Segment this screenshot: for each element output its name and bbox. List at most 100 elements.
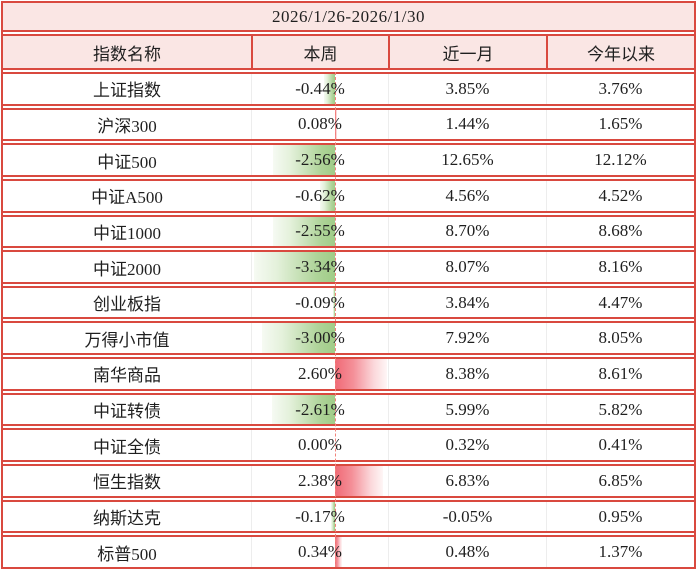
ytd-cell: 8.16% — [546, 252, 694, 282]
month-cell: 7.92% — [388, 323, 546, 354]
month-cell: 6.83% — [388, 466, 546, 496]
table-row: 中证A500 -0.62% 4.56% 4.52% — [3, 178, 694, 213]
week-bar-negative — [332, 287, 335, 318]
ytd-cell: 1.37% — [546, 537, 694, 567]
week-bar-positive — [335, 359, 387, 389]
week-bar-negative — [330, 501, 335, 532]
ytd-cell: 5.82% — [546, 394, 694, 425]
table-row: 创业板指 -0.09% 3.84% 4.47% — [3, 285, 694, 320]
index-name-cell: 纳斯达克 — [93, 509, 161, 528]
index-name-cell: 标普500 — [97, 544, 157, 564]
week-bar-positive — [335, 537, 342, 567]
table-row: 中证全债 0.00% 0.32% 0.41% — [3, 428, 694, 463]
ytd-cell: 8.68% — [546, 216, 694, 247]
ytd-cell: 8.05% — [546, 323, 694, 354]
index-name-cell: 中证2000 — [93, 259, 161, 279]
week-value-text: 2.38% — [298, 470, 342, 490]
week-value-text: -3.00% — [295, 328, 345, 348]
week-value-text: 0.08% — [298, 114, 342, 134]
week-bar-positive — [335, 466, 383, 496]
table-row: 上证指数 -0.44% 3.85% 3.76% — [3, 72, 694, 106]
index-name-cell: 上证指数 — [93, 81, 161, 101]
month-cell: 8.38% — [388, 359, 546, 389]
ytd-cell: 0.95% — [546, 501, 694, 532]
ytd-cell: 12.12% — [546, 145, 694, 175]
index-name-cell: 中证500 — [97, 152, 157, 172]
index-name-cell: 中证转债 — [93, 402, 161, 422]
week-bar-negative — [254, 252, 335, 282]
week-bar-negative — [271, 394, 335, 425]
date-range-text: 2026/1/26-2026/1/30 — [271, 6, 426, 26]
index-name-cell: 沪深300 — [97, 116, 157, 136]
week-value-text: -0.17% — [295, 506, 345, 526]
column-header-row: 指数名称 本周 近一月 今年以来 — [3, 34, 694, 70]
week-value-text: 2.60% — [298, 363, 342, 383]
week-value-text: 0.34% — [298, 542, 342, 562]
index-name-cell: 万得小市值 — [84, 330, 170, 350]
week-cell: 2.60% — [251, 359, 388, 389]
week-bar-negative — [262, 323, 335, 354]
week-value-text: -2.55% — [295, 221, 345, 241]
week-cell: -2.56% — [251, 145, 388, 175]
week-cell: -3.34% — [251, 252, 388, 282]
index-name-cell: 创业板指 — [93, 295, 161, 315]
table-row: 标普500 0.34% 0.48% 1.37% — [3, 535, 694, 569]
month-cell: 3.85% — [388, 74, 546, 104]
month-cell: 1.44% — [388, 109, 546, 140]
table-row: 万得小市值 -3.00% 7.92% 8.05% — [3, 321, 694, 356]
week-cell: -0.09% — [251, 287, 388, 318]
week-value-text: -0.09% — [295, 292, 345, 312]
table-row: 中证1000 -2.55% 8.70% 8.68% — [3, 214, 694, 249]
week-value-text: -0.62% — [295, 185, 345, 205]
ytd-cell: 3.76% — [546, 74, 694, 104]
week-cell: -3.00% — [251, 323, 388, 354]
week-cell: -2.55% — [251, 216, 388, 247]
week-value-text: -2.61% — [295, 399, 345, 419]
week-bar-negative — [319, 180, 335, 211]
table-row: 中证500 -2.56% 12.65% 12.12% — [3, 143, 694, 177]
index-name-cell: 中证1000 — [93, 223, 161, 243]
month-cell: 8.07% — [388, 252, 546, 282]
column-header-this-week: 本周 — [251, 36, 388, 68]
table-row: 中证2000 -3.34% 8.07% 8.16% — [3, 250, 694, 284]
column-header-ytd: 今年以来 — [546, 36, 694, 68]
ytd-cell: 1.65% — [546, 109, 694, 140]
ytd-cell: 6.85% — [546, 466, 694, 496]
index-name-cell: 中证A500 — [91, 188, 163, 208]
week-cell: -0.17% — [251, 501, 388, 532]
week-bar-negative — [272, 145, 335, 175]
ytd-cell: 0.41% — [546, 430, 694, 461]
week-cell: -2.61% — [251, 394, 388, 425]
table-row: 南华商品 2.60% 8.38% 8.61% — [3, 357, 694, 391]
index-name-cell: 南华商品 — [93, 366, 161, 386]
index-name-cell: 中证全债 — [93, 437, 161, 457]
month-cell: -0.05% — [388, 501, 546, 532]
week-cell: -0.44% — [251, 74, 388, 104]
week-value-text: 0.00% — [298, 435, 342, 455]
column-header-one-month: 近一月 — [388, 36, 546, 68]
table-row: 中证转债 -2.61% 5.99% 5.82% — [3, 392, 694, 427]
month-cell: 4.56% — [388, 180, 546, 211]
week-cell: 0.00% — [251, 430, 388, 461]
month-cell: 3.84% — [388, 287, 546, 318]
month-cell: 0.48% — [388, 537, 546, 567]
week-value-text: -2.56% — [295, 150, 345, 170]
ytd-cell: 8.61% — [546, 359, 694, 389]
month-cell: 12.65% — [388, 145, 546, 175]
week-cell: 0.34% — [251, 537, 388, 567]
index-name-cell: 恒生指数 — [93, 473, 161, 493]
week-bar-negative — [273, 216, 335, 247]
week-cell: -0.62% — [251, 180, 388, 211]
week-cell: 2.38% — [251, 466, 388, 496]
zero-axis-dashed-line — [335, 72, 336, 567]
week-value-text: -3.34% — [295, 257, 345, 277]
week-value-text: -0.44% — [295, 78, 345, 98]
table-row: 恒生指数 2.38% 6.83% 6.85% — [3, 464, 694, 498]
month-cell: 8.70% — [388, 216, 546, 247]
date-range-header-row: 2026/1/26-2026/1/30 — [3, 1, 694, 32]
week-bar-negative — [324, 74, 335, 104]
month-cell: 5.99% — [388, 394, 546, 425]
column-header-index-name: 指数名称 — [93, 44, 161, 64]
